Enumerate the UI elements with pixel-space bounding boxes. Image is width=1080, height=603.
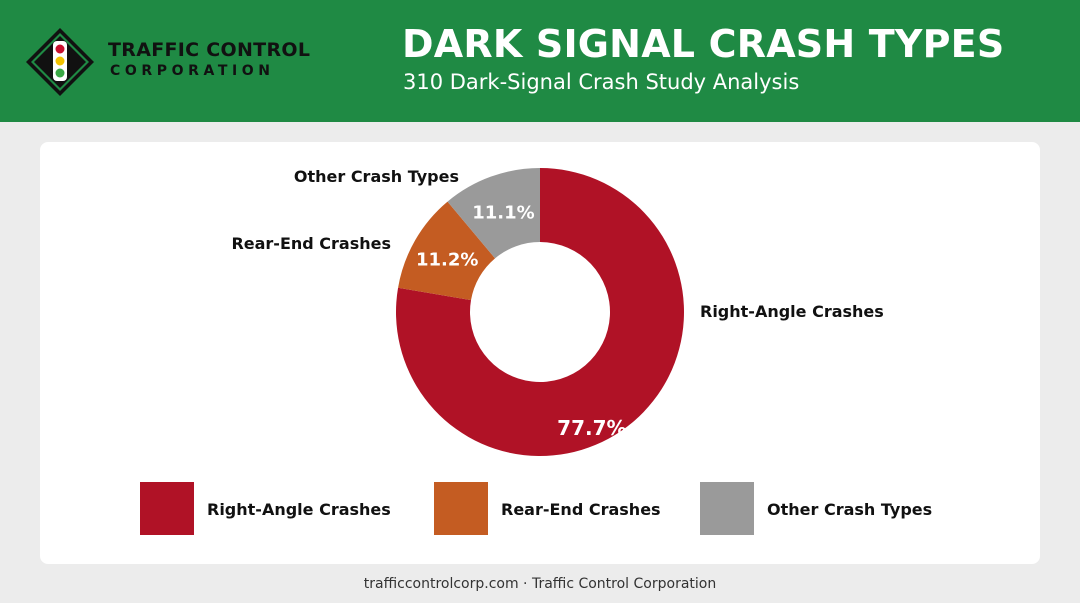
value-label-other-crash-types: 11.1% xyxy=(472,202,534,223)
value-label-right-angle-crashes: 77.7% xyxy=(557,416,626,440)
category-label-other-crash-types: Other Crash Types xyxy=(294,167,459,186)
brand-name-line1: TRAFFIC CONTROL xyxy=(108,39,311,61)
chart-panel: 77.7% Right-Angle Crashes 11.2% Rear-End Cr… xyxy=(40,142,1040,564)
legend-label-rear-end-crashes: Rear-End Crashes xyxy=(501,500,661,519)
value-label-rear-end-crashes: 11.2% xyxy=(416,250,478,271)
footer-credit: trafficcontrolcorp.com · Traffic Control… xyxy=(363,576,717,592)
legend-item-other-crash-types: Other Crash Types xyxy=(700,482,932,535)
legend-swatch-right-angle-crashes xyxy=(140,482,194,535)
brand-name-line2: CORPORATION xyxy=(110,63,275,79)
legend-swatch-other-crash-types xyxy=(700,482,754,535)
slice-other-crash-types xyxy=(447,168,540,259)
slice-rear-end-crashes xyxy=(398,201,496,301)
slice-right-angle-crashes xyxy=(396,168,684,457)
legend-label-right-angle-crashes: Right-Angle Crashes xyxy=(207,500,391,519)
legend-label-other-crash-types: Other Crash Types xyxy=(767,500,932,519)
legend-swatch-rear-end-crashes xyxy=(434,482,488,535)
traffic-light-icon xyxy=(26,28,94,96)
legend-item-right-angle-crashes: Right-Angle Crashes xyxy=(140,482,391,535)
header-banner: TRAFFIC CONTROL CORPORATION DARK SIGNAL … xyxy=(0,0,1080,122)
donut-chart: 77.7% Right-Angle Crashes 11.2% Rear-End Cr… xyxy=(140,167,932,535)
page-title: DARK SIGNAL CRASH TYPES xyxy=(402,22,1005,66)
category-label-right-angle-crashes: Right-Angle Crashes xyxy=(700,302,884,321)
legend-item-rear-end-crashes: Rear-End Crashes xyxy=(434,482,661,535)
page-subtitle: 310 Dark-Signal Crash Study Analysis xyxy=(403,70,800,94)
category-label-rear-end-crashes: Rear-End Crashes xyxy=(231,234,391,253)
